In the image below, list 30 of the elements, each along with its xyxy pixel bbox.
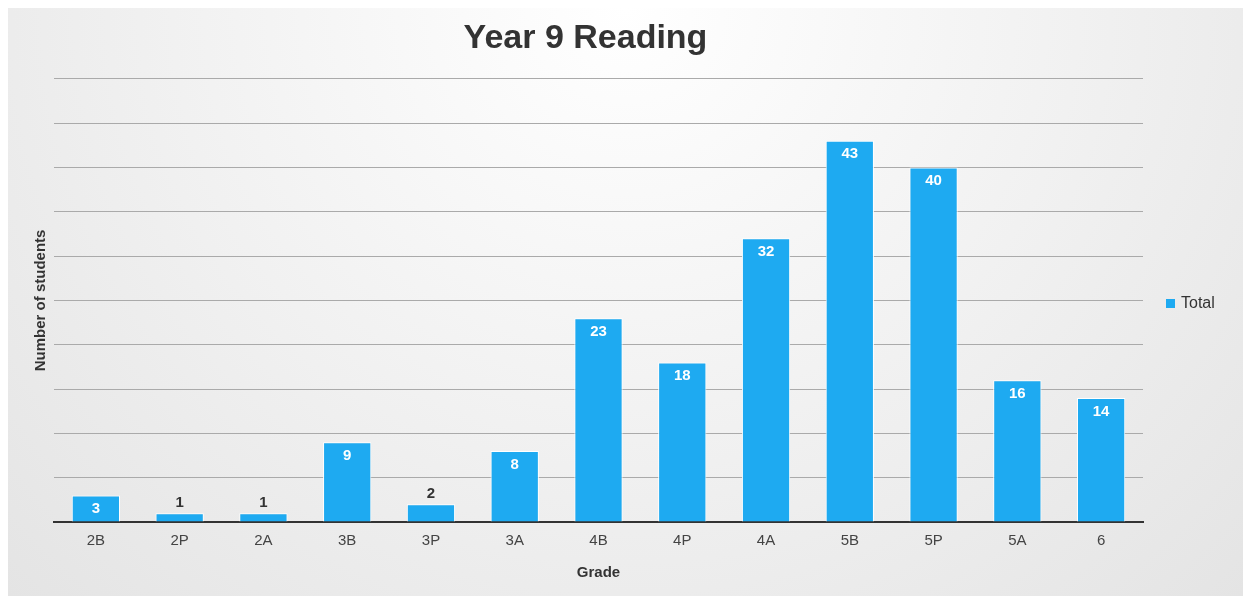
data-label: 1 [175,492,184,510]
data-label: 14 [1092,401,1111,419]
data-label: 18 [673,366,691,384]
x-tick-label: 4A [756,531,776,549]
legend-label: Total [1181,294,1215,312]
x-tick-label: 4B [589,531,608,549]
data-label: 8 [510,454,519,472]
data-label: 9 [343,445,352,463]
x-tick-label: 2B [86,531,106,549]
x-tick-label: 6 [1096,531,1106,549]
data-label: 1 [259,492,268,510]
x-tick-label: 2P [170,531,189,549]
data-label: 32 [757,241,775,259]
data-label: 23 [590,321,607,339]
x-tick-label: 4P [673,531,692,549]
x-tick-label: 3B [338,531,357,549]
x-tick-label: 5A [1008,531,1027,549]
data-label: 2 [426,483,436,501]
x-tick-label: 5B [840,531,859,549]
y-axis-title: Number of students [31,229,49,372]
data-label: 3 [91,499,101,517]
x-tick-label: 5P [924,531,943,549]
data-label: 40 [925,171,942,189]
x-tick-label: 2A [254,531,273,549]
data-label: 43 [841,144,859,162]
x-axis-title: Grade [576,563,621,581]
chart-title: Year 9 Reading [463,16,708,55]
x-tick-label: 3P [421,531,441,549]
x-tick-label: 3A [505,531,524,549]
data-label: 16 [1009,383,1026,401]
